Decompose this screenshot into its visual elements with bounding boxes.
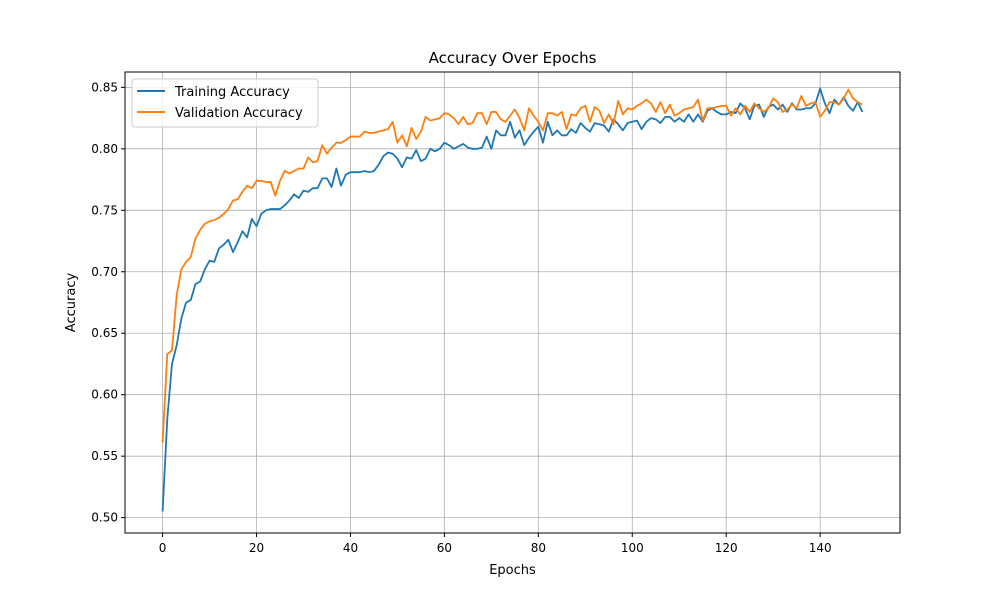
legend: Training Accuracy Validation Accuracy	[131, 78, 319, 128]
y-tick-label: 0.55	[91, 449, 118, 463]
legend-label-training: Training Accuracy	[174, 85, 290, 100]
plot-frame	[124, 71, 901, 534]
x-tick-label: 40	[343, 541, 358, 555]
axis-ticks: 0 20 40 60 80 100 120 140 0.50 0.55 0.60 0.65 0.70 0.…	[91, 80, 831, 555]
y-tick-label: 0.70	[91, 265, 118, 279]
y-tick-label: 0.60	[91, 388, 118, 402]
x-tick-label: 120	[715, 541, 738, 555]
y-axis-label: Accuracy	[64, 273, 79, 333]
legend-box	[131, 78, 319, 128]
x-tick-label: 20	[249, 541, 264, 555]
grid-lines	[125, 72, 900, 533]
series-lines	[161, 87, 864, 512]
y-tick-label: 0.65	[91, 326, 118, 340]
series-line-0	[161, 87, 864, 512]
y-tick-label: 0.75	[91, 203, 118, 217]
x-axis-label: Epochs	[489, 563, 536, 578]
series-line-1	[161, 88, 863, 443]
y-tick-label: 0.50	[91, 511, 118, 525]
x-tick-label: 0	[159, 541, 167, 555]
y-tick-label: 0.80	[91, 142, 118, 156]
legend-label-validation: Validation Accuracy	[175, 106, 303, 121]
chart-title: Accuracy Over Epochs	[429, 49, 597, 67]
x-tick-label: 140	[809, 541, 832, 555]
y-tick-label: 0.85	[91, 80, 118, 94]
x-tick-label: 100	[621, 541, 644, 555]
x-tick-label: 60	[437, 541, 452, 555]
x-tick-label: 80	[531, 541, 546, 555]
